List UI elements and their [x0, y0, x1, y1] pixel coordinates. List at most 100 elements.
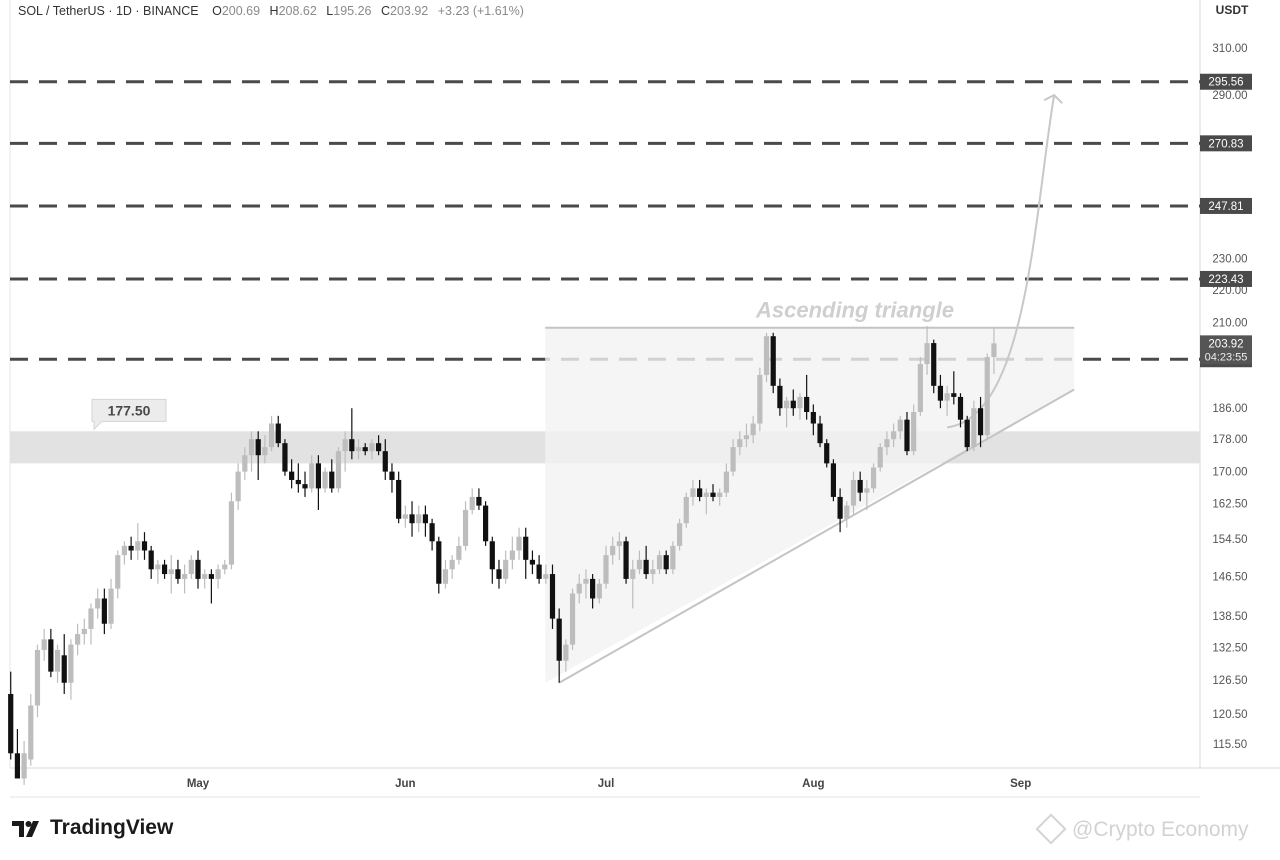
candle-body — [34, 649, 41, 706]
candle-body — [456, 545, 462, 560]
candle-body — [95, 598, 101, 609]
watermark: @Crypto Economy — [1035, 813, 1249, 845]
candle-body — [61, 655, 67, 683]
candle-body — [88, 608, 94, 629]
y-tick-label: 146.50 — [1212, 571, 1247, 583]
candle-body — [402, 514, 408, 519]
candle-body — [208, 574, 214, 579]
candle-body — [275, 423, 281, 444]
close-label: C — [380, 4, 390, 18]
candle-body — [663, 555, 669, 570]
candle-body — [743, 435, 750, 440]
candle-body — [128, 545, 134, 551]
candle-body — [549, 574, 556, 619]
watermark-text: @Crypto Economy — [1072, 818, 1249, 841]
triangle-support-line — [558, 388, 1075, 684]
open-label: O — [212, 4, 222, 18]
candle-body — [14, 753, 21, 779]
current-price-value: 203.92 — [1208, 338, 1243, 350]
candle-body — [737, 439, 743, 448]
candle-body — [141, 541, 148, 551]
candle-body — [870, 467, 877, 489]
candle-body — [590, 578, 596, 599]
candle-body — [576, 583, 582, 594]
candle-body — [396, 479, 402, 519]
candle-body — [844, 505, 850, 519]
candle-body — [489, 541, 495, 570]
symbol-label[interactable]: SOL / TetherUS · 1D · BINANCE — [18, 4, 199, 18]
y-tick-label: 178.00 — [1212, 434, 1247, 446]
candle-body — [342, 439, 348, 452]
candle-body — [429, 523, 435, 542]
candle-body — [830, 463, 837, 497]
candle-body — [248, 439, 255, 456]
candle-body — [349, 439, 355, 452]
candle-body — [255, 439, 261, 456]
candle-body — [957, 396, 964, 420]
exchange-logo-icon — [1035, 813, 1067, 845]
support-zone-label: 177.50 — [108, 402, 151, 418]
candle-body — [877, 447, 883, 468]
candle-body — [656, 555, 663, 570]
candle-body — [41, 639, 47, 650]
candle-body — [804, 396, 810, 413]
candle-body — [904, 419, 910, 452]
candle-body — [630, 569, 636, 579]
candle-body — [195, 559, 201, 579]
candle-body — [864, 488, 870, 493]
candle-body — [355, 447, 362, 452]
candle-body — [596, 583, 602, 599]
candle-body — [610, 545, 616, 556]
candle-body — [496, 569, 502, 579]
resistance-level-tag — [1200, 197, 1252, 214]
resistance-level-tag — [1200, 270, 1252, 287]
candle-body — [937, 385, 944, 401]
candle-body — [262, 447, 268, 456]
tradingview-brand[interactable]: TradingView — [12, 816, 173, 840]
open-value: 200.69 — [221, 4, 261, 18]
x-tick-label: Aug — [802, 778, 824, 790]
y-tick-label: 230.00 — [1212, 254, 1247, 266]
candle-body — [503, 559, 509, 579]
x-tick-label: Jun — [395, 778, 415, 790]
candle-body — [329, 471, 335, 489]
candle-body — [8, 694, 14, 754]
candle-body — [155, 564, 161, 570]
candle-body — [322, 471, 328, 489]
candle-body — [422, 514, 429, 524]
candle-body — [516, 536, 522, 551]
pattern-label: Ascending triangle — [755, 298, 954, 323]
candle-body — [302, 484, 308, 489]
candle-body — [783, 400, 790, 409]
candle-body — [703, 492, 709, 497]
candle-body — [369, 443, 375, 452]
resistance-level-value: 295.56 — [1208, 77, 1243, 89]
candle-body — [717, 492, 723, 497]
candle-body — [48, 639, 54, 672]
candle-body — [824, 443, 830, 464]
low-label: L — [326, 4, 334, 18]
candle-body — [563, 644, 569, 661]
candle-body — [837, 496, 843, 519]
candle-body — [670, 545, 676, 570]
tradingview-logo-icon — [12, 818, 44, 838]
candle-body — [228, 501, 235, 565]
candle-body — [616, 541, 622, 546]
candle-body — [215, 569, 221, 579]
candle-body — [710, 492, 716, 497]
candle-body — [289, 471, 295, 480]
candle-body — [556, 618, 562, 661]
y-tick-label: 162.50 — [1212, 498, 1247, 510]
bar-countdown: 04:23:55 — [1205, 351, 1248, 363]
candle-body — [810, 412, 816, 424]
candle-body — [449, 559, 455, 570]
candle-body — [790, 400, 796, 409]
candle-body — [476, 496, 482, 506]
candle-body — [54, 649, 61, 672]
candle-body — [523, 536, 529, 560]
candle-body — [315, 463, 321, 489]
candle-body — [462, 509, 469, 546]
candle-body — [964, 419, 970, 448]
candle-body — [409, 514, 415, 524]
